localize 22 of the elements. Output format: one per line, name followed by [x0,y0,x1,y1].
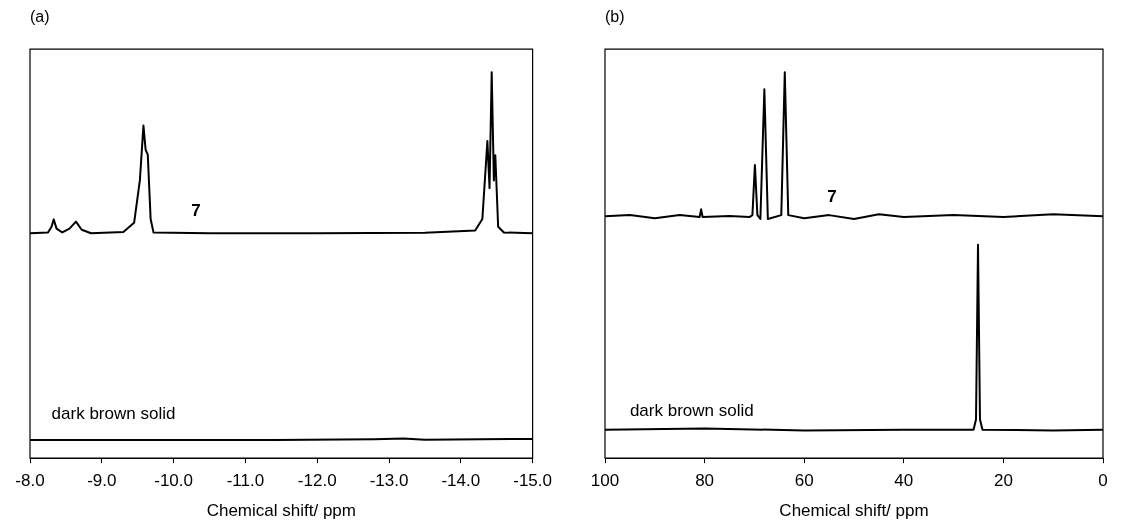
chart-title: (b) [605,8,625,26]
chart-title: (a) [30,8,50,26]
x-tick-label: -11.0 [226,471,265,491]
x-axis-title: Chemical shift/ ppm [779,501,929,521]
x-tick-label: 100 [590,471,620,491]
x-tick-label: -13.0 [369,471,409,491]
series-label: dark brown solid [51,403,176,423]
x-tick-label: -8.0 [15,471,45,491]
x-tick-label: 0 [1098,471,1108,491]
series-label: dark brown solid [629,401,754,421]
series-label: 7 [191,200,201,220]
x-tick-label: 40 [894,471,914,491]
x-tick-label: -14.0 [441,471,481,491]
x-tick-label: -15.0 [513,471,552,491]
x-axis-title: Chemical shift/ ppm [206,501,356,521]
x-tick-label: -10.0 [154,471,193,491]
x-tick-label: 20 [993,471,1013,491]
x-tick-label: 60 [794,471,814,491]
series-label: 7 [827,186,837,206]
x-tick-label: -9.0 [87,471,117,491]
x-tick-label: -12.0 [297,471,337,491]
x-tick-label: 80 [695,471,715,491]
